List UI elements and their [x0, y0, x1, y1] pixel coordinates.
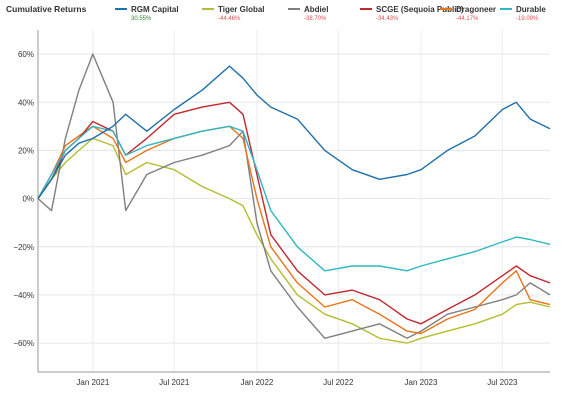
- x-tick-label: Jul 2022: [323, 378, 354, 387]
- series-line-abdiel: [37, 53, 551, 339]
- series-line-tiger-global: [37, 137, 551, 344]
- series-line-scge-sequoia-public: [37, 101, 551, 325]
- y-tick-label: −60%: [13, 339, 34, 348]
- x-tick-label: Jul 2021: [159, 378, 190, 387]
- plot-area: [37, 53, 551, 344]
- legend-value-durable: -19.09%: [516, 16, 539, 22]
- legend-value-dragoneer: -44.17%: [456, 16, 479, 22]
- y-axis: 60% 40% 20% 0% −20% −40% −60%: [13, 30, 39, 372]
- y-tick-label: 20%: [18, 146, 34, 155]
- legend-value-abdiel: -38.70%: [304, 16, 327, 22]
- series-line-dragoneer: [37, 125, 551, 335]
- y-tick-label: −40%: [13, 291, 34, 300]
- legend-label-dragoneer: Dragoneer: [456, 5, 496, 14]
- x-tick-label: Jan 2023: [405, 378, 438, 387]
- x-tick-label: Jul 2023: [487, 378, 518, 387]
- series-line-durable: [37, 125, 551, 272]
- legend-label-scge-sequoia-public: SCGE (Sequoia Public): [376, 5, 464, 14]
- legend-label-tiger-global: Tiger Global: [218, 5, 265, 14]
- legend-value-rgm-capital: 30.55%: [131, 16, 152, 22]
- x-tick-label: Jan 2022: [240, 378, 273, 387]
- chart-title: Cumulative Returns: [6, 4, 87, 14]
- legend-value-scge-sequoia-public: -34.43%: [376, 16, 399, 22]
- y-tick-label: 0%: [22, 195, 34, 204]
- grid: [38, 30, 550, 372]
- y-tick-label: 40%: [18, 98, 34, 107]
- y-tick-label: 60%: [18, 50, 34, 59]
- series-line-rgm-capital: [37, 65, 551, 200]
- legend: RGM Capital 30.55% Tiger Global -44.46% Abdi…: [115, 5, 546, 22]
- legend-label-abdiel: Abdiel: [304, 5, 328, 14]
- y-tick-label: −20%: [13, 243, 34, 252]
- legend-value-tiger-global: -44.46%: [218, 16, 241, 22]
- x-axis: Jan 2021 Jul 2021 Jan 2022 Jul 2022 Jan 2023…: [38, 371, 550, 387]
- legend-label-rgm-capital: RGM Capital: [131, 5, 179, 14]
- legend-label-durable: Durable: [516, 5, 546, 14]
- x-tick-label: Jan 2021: [76, 378, 109, 387]
